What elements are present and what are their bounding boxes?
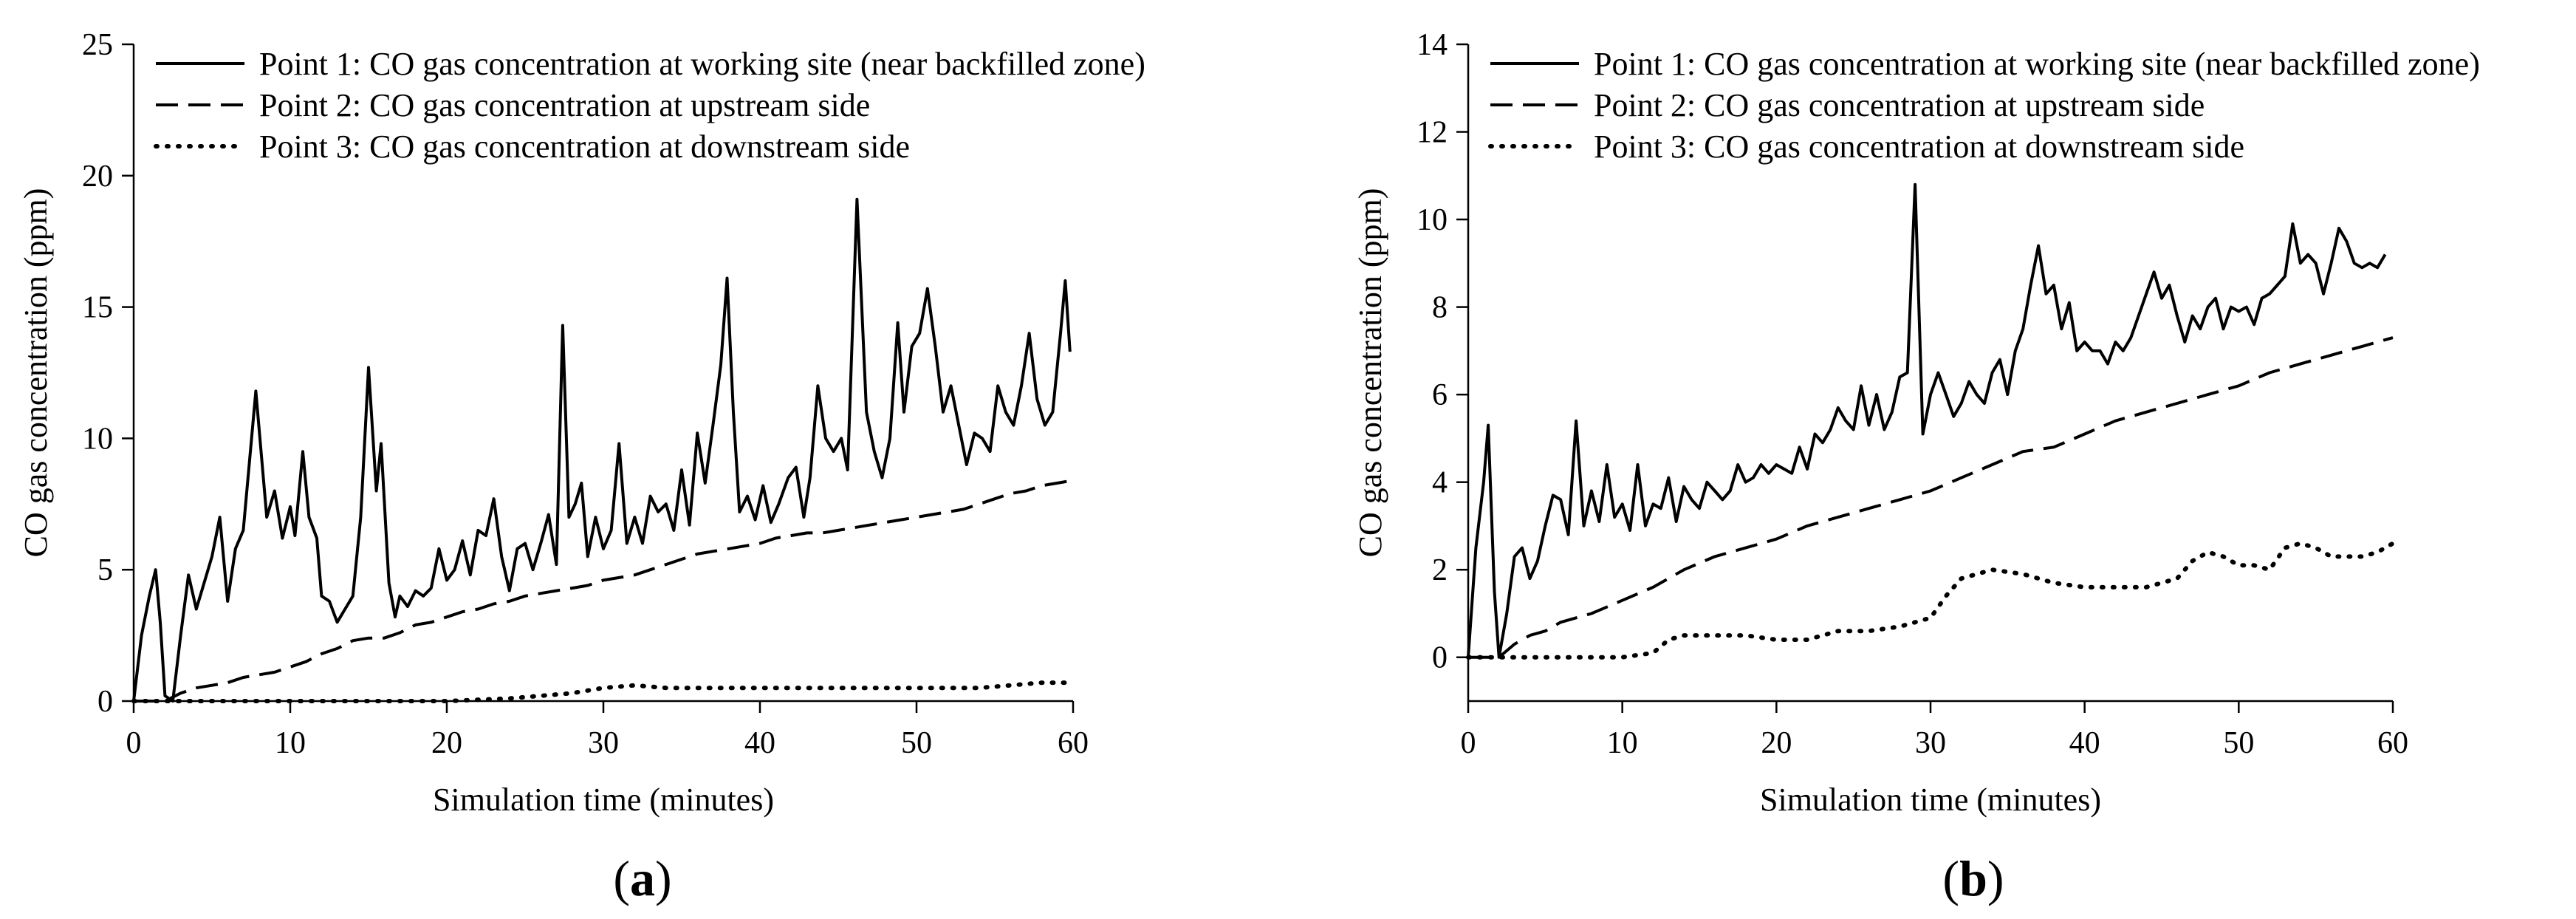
x-tick-label: 40 [744, 726, 775, 760]
y-tick-label: 0 [97, 685, 113, 719]
legend-label: Point 1: CO gas concentration at working… [259, 46, 1145, 82]
y-tick-label: 20 [82, 160, 113, 194]
x-tick-label: 10 [275, 726, 306, 760]
y-tick-label: 25 [82, 28, 113, 62]
panel-label: (b) [1942, 850, 2004, 906]
y-tick-label: 12 [1417, 116, 1448, 150]
y-tick-label: 5 [97, 553, 113, 587]
x-tick-label: 0 [126, 726, 142, 760]
x-tick-label: 30 [588, 726, 619, 760]
x-tick-label: 40 [2069, 726, 2100, 760]
x-tick-label: 10 [1607, 726, 1638, 760]
panel-label: (a) [613, 850, 671, 906]
y-axis-label: CO gas concentration (ppm) [18, 188, 54, 558]
x-tick-label: 50 [2223, 726, 2254, 760]
chart-panel-a: 0 5 10 15 20 25 0 10 20 30 40 50 60 Simulation time (… [18, 28, 1145, 906]
series-line-solid [132, 197, 1072, 703]
y-tick-label: 0 [1432, 641, 1448, 675]
legend-label: Point 3: CO gas concentration at downstr… [1594, 129, 2244, 165]
x-tick-label: 30 [1915, 726, 1946, 760]
panel-label-letter: a [630, 850, 655, 906]
y-tick-label: 15 [82, 291, 113, 325]
x-tick-label: 50 [901, 726, 932, 760]
series-line-dashed [1468, 336, 2394, 659]
y-tick-label: 8 [1432, 291, 1448, 325]
legend-label: Point 2: CO gas concentration at upstrea… [259, 87, 870, 123]
x-tick-label: 20 [1761, 726, 1792, 760]
legend-label: Point 2: CO gas concentration at upstrea… [1594, 87, 2205, 123]
panel-label-open: ( [613, 850, 630, 906]
chart-panel-b: 0 2 4 6 8 10 12 14 0 10 20 30 40 50 60 Simulation time … [1352, 28, 2480, 906]
panel-label-letter: b [1959, 850, 1987, 906]
x-tick-label: 0 [1461, 726, 1476, 760]
y-tick-label: 4 [1432, 466, 1448, 500]
legend-label: Point 3: CO gas concentration at downstr… [259, 129, 910, 165]
x-tick-label: 20 [431, 726, 462, 760]
series-line-solid [1467, 182, 2387, 659]
panel-label-close: ) [1987, 850, 2004, 906]
series-line-dashed [134, 479, 1074, 703]
series-line-dotted [1466, 541, 2395, 660]
y-tick-label: 6 [1432, 378, 1448, 412]
y-tick-label: 10 [1417, 203, 1448, 237]
panel-label-open: ( [1942, 850, 1959, 906]
y-tick-label: 2 [1432, 553, 1448, 587]
x-tick-label: 60 [1058, 726, 1089, 760]
y-axis-label: CO gas concentration (ppm) [1352, 188, 1388, 558]
y-tick-label: 14 [1417, 28, 1448, 62]
x-axis-label: Simulation time (minutes) [1760, 782, 2101, 818]
x-axis-label: Simulation time (minutes) [433, 782, 774, 818]
legend-label: Point 1: CO gas concentration at working… [1594, 46, 2480, 82]
series-line-dotted [131, 680, 1075, 703]
panel-label-close: ) [655, 850, 672, 906]
y-tick-label: 10 [82, 422, 113, 456]
x-tick-label: 60 [2377, 726, 2408, 760]
